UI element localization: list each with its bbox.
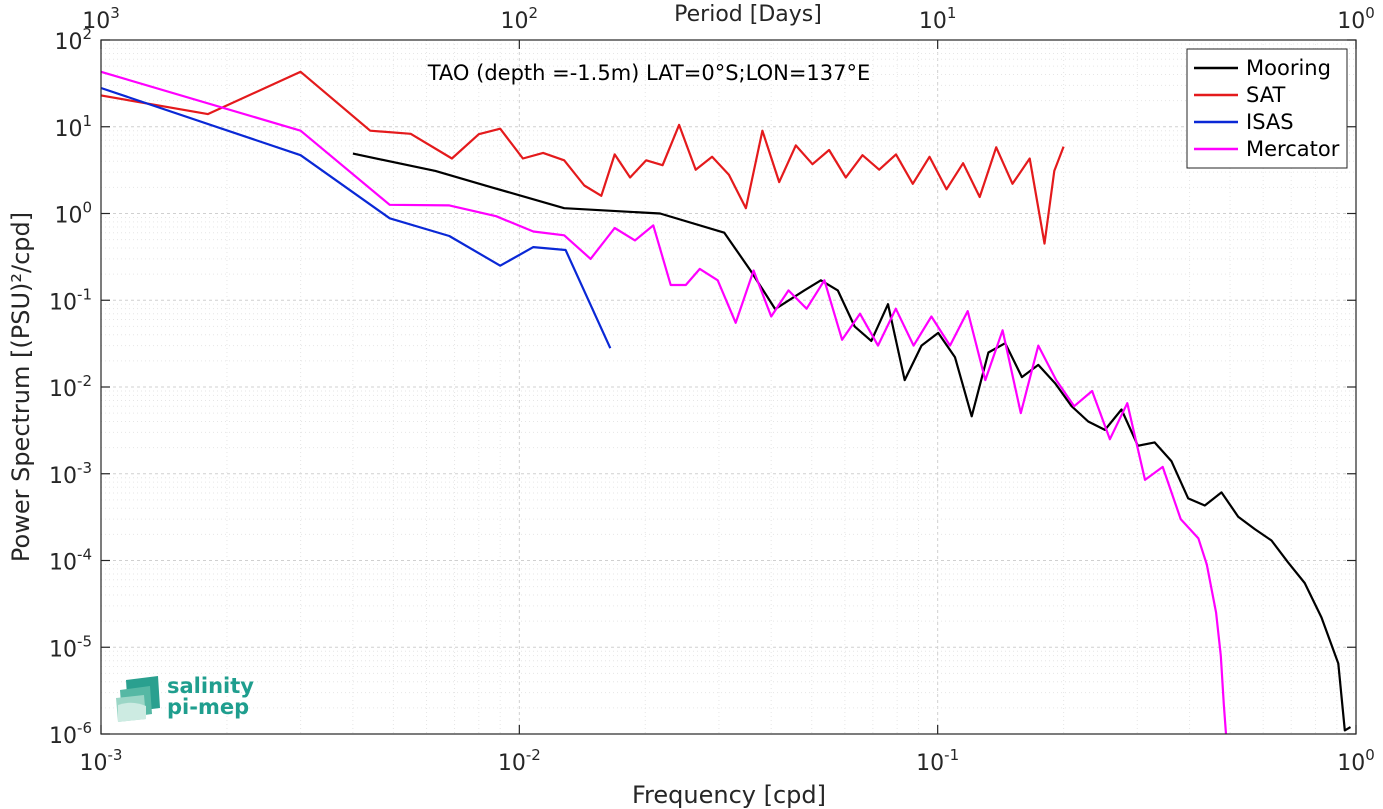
y-tick-label: 100 — [54, 199, 92, 229]
y-tick-label: 10-5 — [49, 632, 92, 662]
series-line-isas — [100, 86, 612, 349]
legend: Mooring SAT ISAS Mercator — [1186, 48, 1348, 169]
series-line-sat — [100, 70, 1065, 245]
chart-title: TAO (depth =-1.5m) LAT=0°S;LON=137°E — [427, 61, 871, 85]
legend-label-sat: SAT — [1246, 83, 1285, 107]
top-tick-label: 101 — [919, 4, 957, 34]
logo-mark — [116, 676, 160, 722]
x-tick-label: 100 — [1337, 746, 1375, 776]
salinity-pimep-logo: salinity pi-mep — [116, 674, 254, 722]
y-tick-label: 10-6 — [49, 719, 92, 749]
top-tick-labels: 103 102 101 100 — [82, 4, 1375, 34]
y-tick-label: 101 — [54, 112, 92, 142]
series-line-mercator — [100, 70, 1228, 735]
x-tick-label: 10-2 — [498, 746, 541, 776]
y-tick-label: 10-4 — [49, 546, 92, 576]
y-tick-label: 10-1 — [49, 285, 92, 315]
x-tick-labels: 10-3 10-2 10-1 100 — [80, 746, 1375, 776]
logo-text-salinity: salinity — [167, 674, 254, 698]
top-tick-label: 102 — [501, 4, 539, 34]
legend-label-mooring: Mooring — [1246, 56, 1331, 80]
top-tick-label: 100 — [1337, 4, 1375, 34]
y-tick-label: 10-2 — [49, 372, 92, 402]
y-tick-label: 102 — [54, 25, 92, 55]
logo-text-pimep: pi-mep — [167, 695, 249, 719]
x-tick-label: 10-1 — [916, 746, 959, 776]
x-axis-label: Frequency [cpd] — [632, 781, 826, 809]
axis-ticks — [100, 39, 1357, 735]
legend-label-mercator: Mercator — [1246, 137, 1340, 161]
y-tick-label: 10-3 — [49, 459, 92, 489]
x-tick-label: 10-3 — [80, 746, 123, 776]
top-axis-label: Period [Days] — [674, 2, 822, 27]
y-tick-labels: 10-6 10-5 10-4 10-3 10-2 10-1 100 101 102 — [49, 25, 92, 749]
y-axis-label: Power Spectrum [(PSU)²/cpd] — [7, 212, 35, 562]
legend-label-isas: ISAS — [1246, 110, 1294, 134]
data-lines — [100, 70, 1352, 735]
top-tick-label: 103 — [82, 4, 120, 34]
